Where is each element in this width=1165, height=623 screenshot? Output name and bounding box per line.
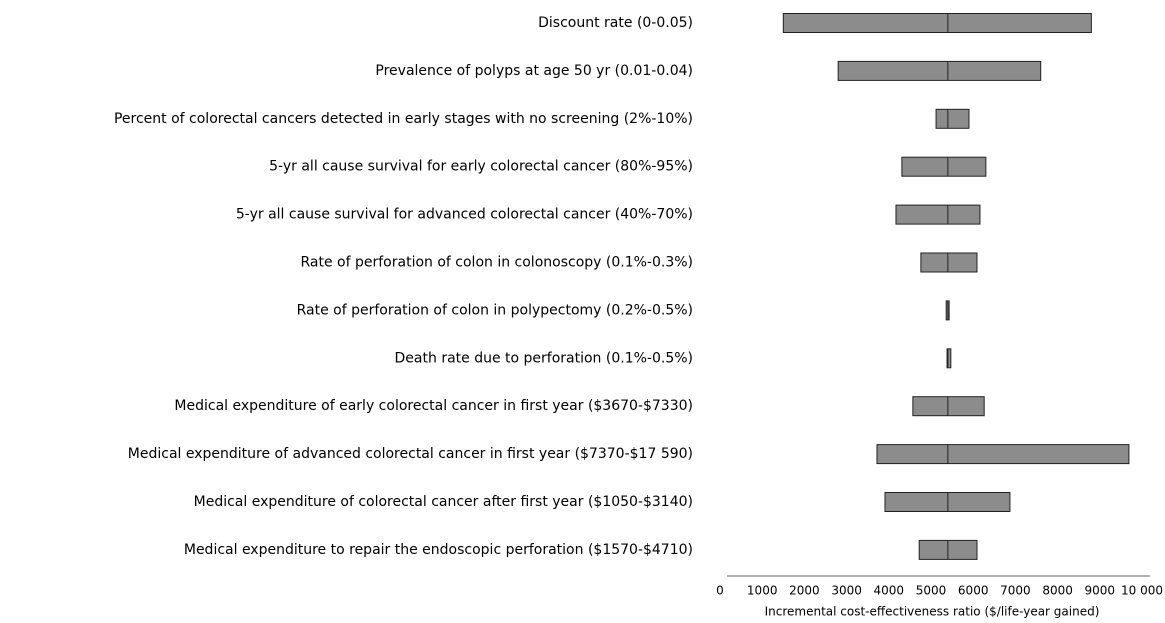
bar [837, 60, 1042, 81]
bar [901, 156, 987, 177]
row-label: Rate of perforation of colon in polypect… [297, 302, 693, 318]
x-tick-label: 3000 [831, 584, 862, 598]
row-label: Medical expenditure to repair the endosc… [184, 542, 693, 558]
bar [782, 13, 1092, 33]
x-tick-label: 10 000 [1121, 584, 1163, 598]
row-label: Percent of colorectal cancers detected i… [114, 111, 693, 127]
x-tick-label: 9000 [1085, 584, 1116, 598]
x-tick-label: 8000 [1042, 584, 1073, 598]
row-label: Medical expenditure of advanced colorect… [128, 446, 693, 462]
row-label: Medical expenditure of colorectal cancer… [194, 494, 693, 510]
x-tick-label: 4000 [874, 584, 905, 598]
bar [935, 108, 970, 129]
row-label: Death rate due to perforation (0.1%-0.5%… [395, 350, 693, 366]
x-tick-label: 2000 [789, 584, 820, 598]
x-tick-label: 6000 [958, 584, 989, 598]
bar [876, 444, 1130, 465]
row-label: Rate of perforation of colon in colonosc… [301, 255, 694, 271]
bar [946, 348, 952, 369]
bar [912, 396, 985, 417]
x-tick-label: 7000 [1000, 584, 1031, 598]
bar [920, 252, 978, 273]
row-label: Medical expenditure of early colorectal … [174, 398, 693, 414]
bar [895, 204, 981, 225]
row-label: Discount rate (0-0.05) [538, 15, 693, 31]
row-label: 5-yr all cause survival for early colore… [269, 159, 693, 175]
x-tick-label: 5000 [916, 584, 947, 598]
x-axis-title: Incremental cost-effectiveness ratio ($/… [765, 605, 1100, 619]
row-label: 5-yr all cause survival for advanced col… [236, 207, 693, 223]
x-tick-label: 0 [716, 584, 724, 598]
x-tick-label: 1000 [747, 584, 778, 598]
row-label: Prevalence of polyps at age 50 yr (0.01-… [375, 63, 693, 79]
